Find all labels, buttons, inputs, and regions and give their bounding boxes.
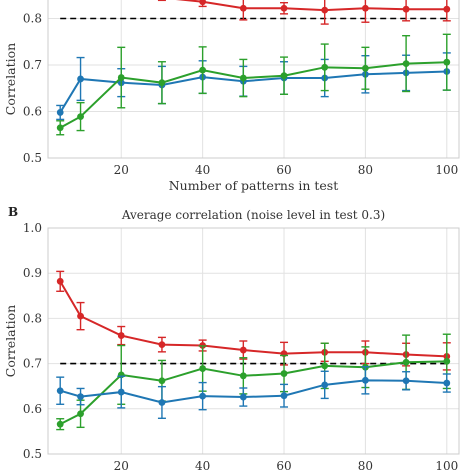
data-point [117, 332, 125, 339]
data-point [56, 387, 64, 395]
plot-frame [47, 0, 460, 159]
series-2 [56, 366, 451, 419]
data-point [239, 4, 247, 12]
x-tick-label: 20 [114, 459, 129, 473]
y-tick-label: 0.7 [23, 357, 42, 371]
y-tick-label: 0.5 [23, 151, 42, 165]
chart-title: Average correlation (noise level in test… [121, 208, 385, 222]
data-point [56, 277, 64, 285]
y-tick-label: 0.8 [23, 12, 42, 26]
data-point [117, 388, 125, 396]
y-axis-label: Correlation [3, 43, 18, 116]
chart-panel-a: 20 40 60 80 100 0.5 0.6 0.7 0.8 Number of pattern… [3, 0, 460, 193]
data-point [77, 113, 84, 121]
data-point [199, 0, 207, 6]
y-tick-label: 0.7 [23, 58, 42, 72]
data-point [77, 75, 84, 83]
y-axis-label: Correlation [3, 305, 18, 378]
data-point [321, 63, 329, 71]
x-tick-label: 100 [435, 459, 458, 473]
x-tick-label: 100 [435, 163, 458, 177]
data-point [402, 358, 410, 366]
x-tick-label: 80 [358, 459, 373, 473]
x-tick-label: 60 [276, 459, 291, 473]
data-point [239, 393, 247, 401]
x-tick-label: 60 [276, 163, 291, 177]
y-tick-label: 0.6 [23, 105, 42, 119]
data-point [158, 377, 166, 385]
data-point [443, 357, 451, 365]
data-point [280, 4, 288, 12]
x-tick-label: 40 [195, 459, 210, 473]
data-point [117, 74, 125, 81]
x-tick-label: 80 [358, 163, 373, 177]
data-point [199, 365, 207, 372]
data-point [280, 72, 288, 80]
data-point [239, 346, 247, 354]
y-tick-label: 0.9 [23, 266, 42, 280]
data-point [199, 392, 207, 400]
data-point [158, 341, 166, 349]
x-tick-label: 40 [195, 163, 210, 177]
data-point [443, 379, 451, 387]
data-point [280, 370, 288, 377]
data-point [239, 372, 247, 380]
data-point [321, 6, 329, 14]
data-point [402, 60, 410, 68]
panel-letter: B [8, 205, 18, 219]
data-point [321, 381, 329, 389]
data-point [77, 393, 84, 400]
chart-panel-b: 20 40 60 80 100 0.5 0.6 0.7 0.8 0.9 1.0 Correlation… [3, 205, 460, 473]
plot-series [56, 0, 451, 136]
data-point [158, 79, 166, 87]
y-tick-label: 0.8 [23, 311, 42, 325]
plot-area [48, 228, 459, 454]
data-point [199, 66, 207, 74]
series-2 [56, 33, 451, 136]
data-point [159, 0, 165, 1]
y-tick-label: 1.0 [23, 221, 42, 235]
x-tick-label: 20 [114, 163, 129, 177]
data-point [362, 4, 369, 12]
plot-area [48, 0, 459, 158]
data-point [239, 74, 247, 82]
data-point [77, 312, 84, 320]
data-point [402, 5, 410, 13]
series-0 [157, 0, 451, 25]
data-point [158, 399, 166, 406]
data-point [56, 109, 64, 116]
series-line [175, 0, 447, 12]
plot-frame [47, 227, 460, 455]
data-point [280, 392, 288, 400]
data-point [362, 376, 369, 384]
data-point [402, 377, 410, 385]
data-point [443, 58, 451, 66]
data-point [362, 64, 369, 72]
data-point [443, 5, 451, 13]
y-tick-label: 0.5 [23, 447, 42, 461]
data-point [321, 362, 329, 370]
y-tick-label: 0.6 [23, 402, 42, 416]
data-point [56, 420, 64, 428]
x-axis-label: Number of patterns in test [169, 178, 339, 193]
data-point [77, 410, 84, 418]
plot-series [56, 270, 451, 431]
data-point [56, 124, 64, 132]
